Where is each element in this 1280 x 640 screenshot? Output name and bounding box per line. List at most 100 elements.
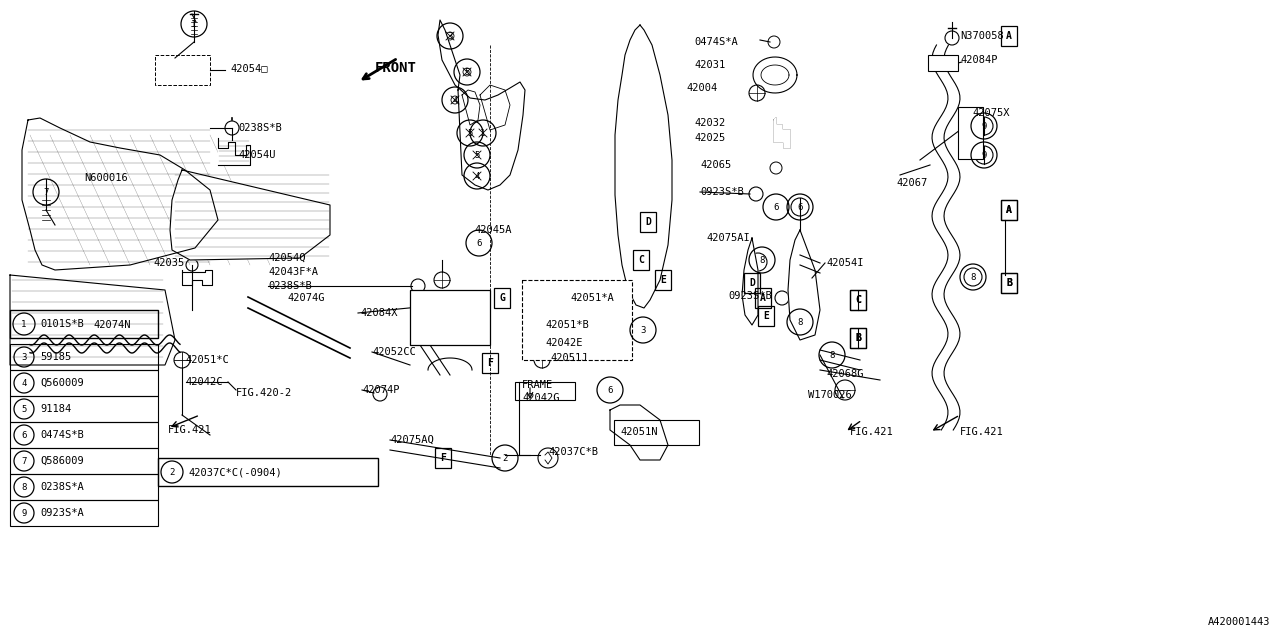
- Text: 5: 5: [475, 150, 480, 159]
- Text: 42075AQ: 42075AQ: [390, 435, 434, 445]
- Text: 42051N: 42051N: [620, 427, 658, 437]
- Circle shape: [445, 32, 454, 40]
- Circle shape: [975, 117, 993, 135]
- Text: 6: 6: [476, 239, 481, 248]
- Bar: [522, 280, 632, 360]
- Text: 8: 8: [759, 255, 764, 264]
- Bar: [634, 250, 649, 270]
- Text: 42051*B: 42051*B: [545, 320, 589, 330]
- Text: A420001443: A420001443: [1207, 617, 1270, 627]
- Text: 1: 1: [191, 19, 197, 29]
- Text: C: C: [855, 295, 861, 305]
- Bar: [744, 273, 760, 293]
- Text: A: A: [760, 293, 765, 303]
- Text: 42054U: 42054U: [238, 150, 275, 160]
- Text: 42054□: 42054□: [230, 63, 268, 73]
- Text: 42068G: 42068G: [826, 369, 864, 379]
- Text: 7: 7: [44, 188, 49, 196]
- Text: 1: 1: [22, 319, 27, 328]
- Circle shape: [774, 291, 788, 305]
- Text: 0101S*B: 0101S*B: [40, 319, 83, 329]
- Circle shape: [557, 300, 573, 316]
- Text: 42025: 42025: [694, 133, 726, 143]
- Text: 0474S*B: 0474S*B: [40, 430, 83, 440]
- Polygon shape: [438, 20, 525, 190]
- Text: 6: 6: [22, 431, 27, 440]
- Text: 6: 6: [607, 385, 613, 394]
- Text: 42075AI: 42075AI: [707, 233, 750, 243]
- Bar: [758, 306, 774, 326]
- Text: 91184: 91184: [40, 404, 72, 414]
- Text: 9: 9: [982, 122, 987, 131]
- Text: 0474S*A: 0474S*A: [694, 37, 737, 47]
- Circle shape: [186, 259, 198, 271]
- Text: 42045A: 42045A: [474, 225, 512, 235]
- Polygon shape: [742, 238, 758, 325]
- Circle shape: [768, 36, 780, 48]
- Circle shape: [479, 129, 486, 137]
- Bar: [435, 448, 451, 468]
- Circle shape: [749, 187, 763, 201]
- Text: 42037C*C(-0904): 42037C*C(-0904): [188, 467, 282, 477]
- Text: 42042C: 42042C: [186, 377, 223, 387]
- Text: 42065: 42065: [700, 160, 731, 170]
- Bar: [928, 55, 957, 71]
- Text: Q560009: Q560009: [40, 378, 83, 388]
- Text: 42052CC: 42052CC: [372, 347, 416, 357]
- Text: 6: 6: [773, 202, 778, 211]
- Polygon shape: [614, 25, 672, 308]
- Text: 42031: 42031: [694, 60, 726, 70]
- Bar: [957, 107, 983, 159]
- Bar: [10, 370, 157, 396]
- Circle shape: [174, 352, 189, 368]
- Text: 42084X: 42084X: [360, 308, 398, 318]
- Text: F: F: [488, 358, 493, 368]
- Text: 6: 6: [797, 202, 803, 211]
- Bar: [1001, 26, 1018, 46]
- Text: FIG.420-2: FIG.420-2: [236, 388, 292, 398]
- Polygon shape: [218, 138, 250, 165]
- Bar: [483, 353, 498, 373]
- Text: 8: 8: [797, 317, 803, 326]
- Text: 42075X: 42075X: [972, 108, 1010, 118]
- Text: 42054Q: 42054Q: [268, 253, 306, 263]
- Text: A: A: [1006, 205, 1012, 215]
- Circle shape: [411, 279, 425, 293]
- Circle shape: [791, 198, 809, 216]
- Text: 42043F*A: 42043F*A: [268, 267, 317, 277]
- Text: 0238S*A: 0238S*A: [40, 482, 83, 492]
- Bar: [515, 382, 575, 400]
- Text: 42067: 42067: [896, 178, 927, 188]
- Bar: [850, 290, 867, 310]
- Text: FRAME: FRAME: [522, 380, 553, 390]
- Circle shape: [771, 162, 782, 174]
- Text: 4: 4: [22, 378, 27, 387]
- Circle shape: [225, 121, 239, 135]
- Bar: [614, 420, 699, 445]
- Text: 42042E: 42042E: [545, 338, 582, 348]
- Text: 42051*A: 42051*A: [570, 293, 613, 303]
- Text: 42074N: 42074N: [93, 320, 131, 330]
- Text: FIG.421: FIG.421: [960, 427, 1004, 437]
- Text: B: B: [855, 333, 861, 343]
- Text: A: A: [1006, 31, 1012, 41]
- Text: 5: 5: [22, 404, 27, 413]
- Bar: [10, 422, 157, 448]
- Circle shape: [451, 96, 460, 104]
- Polygon shape: [10, 275, 175, 365]
- Text: 4: 4: [475, 172, 480, 180]
- Text: D: D: [749, 278, 755, 288]
- Bar: [10, 310, 157, 338]
- Circle shape: [534, 322, 547, 334]
- Circle shape: [975, 146, 993, 164]
- Text: 0923S*B: 0923S*B: [700, 187, 744, 197]
- Text: FIG.421: FIG.421: [850, 427, 893, 437]
- Text: 42051*C: 42051*C: [186, 355, 229, 365]
- Bar: [10, 474, 157, 500]
- Text: E: E: [660, 275, 666, 285]
- Text: 42074P: 42074P: [362, 385, 399, 395]
- Circle shape: [434, 272, 451, 288]
- Text: 8: 8: [970, 273, 975, 282]
- Text: A: A: [1006, 205, 1012, 215]
- Text: FRONT: FRONT: [375, 61, 417, 75]
